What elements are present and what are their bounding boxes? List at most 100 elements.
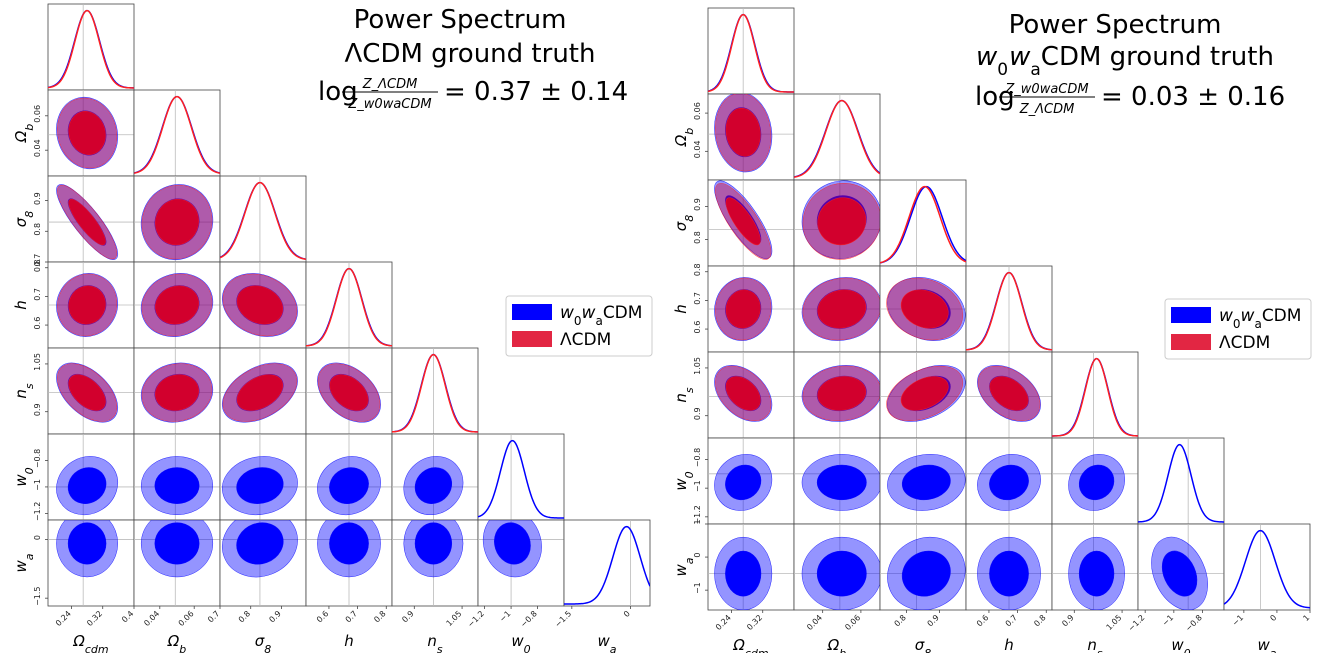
y-axis-label-wa: wa [672,557,696,576]
label-main: n [1087,636,1097,653]
panel-content [478,520,564,606]
y-axis-label-ns: ns [672,387,696,403]
x-tick-label: 0.8 [1032,613,1047,628]
label-main: σ [12,217,30,227]
evidence-denominator: Z_ΛCDM [1019,102,1075,117]
panel-wa-wa: −1 0 1 wa [1223,523,1311,653]
x-tick-label: 0.06 [177,609,196,628]
panel-content [306,348,392,434]
contour-68-w0wacdm [725,550,762,597]
panel-content [1052,438,1138,524]
x-tick-label: 0.4 [120,609,135,624]
panel-s8-Ob [133,175,221,263]
panel-s8-Ocdm: 0.7 0.8 0.9 σ8 [12,175,135,267]
contour-68-lcdm [155,198,199,246]
marginal-curve-lcdm [48,9,134,89]
panel-Ocdm-Ocdm [47,3,135,91]
panel-content [134,90,220,176]
leg-a: a [1254,317,1261,331]
y-axis-label-ns: ns [12,383,36,399]
panel-content [48,434,134,520]
panel-frame [1137,437,1225,525]
label-main: w [597,632,610,650]
label-sub: s [1097,647,1103,653]
label-sub: a [23,553,36,560]
y-tick-label: −1 [693,582,702,594]
panel-frame [477,433,565,521]
y-tick-label: 0.9 [33,403,42,416]
x-axis-label-wa: wa [597,632,616,653]
y-axis-label-wa: wa [12,553,36,572]
panel-frame [47,3,135,91]
x-tick-label: −0.8 [519,609,539,629]
contour-68-w0wacdm [154,467,200,504]
panel-content [220,348,306,434]
x-tick-label: 0.24 [54,609,73,628]
corner-plot-2: 0.040.06Ωb0.80.9σ80.60.70.8h0.91.05ns−1.… [672,7,1312,653]
x-axis-label-h: h [1004,636,1014,653]
y-axis-label-s8: σ8 [672,215,696,232]
panel-content [478,434,564,520]
panel-h-h [305,261,393,349]
contour-68-lcdm [329,374,369,411]
panel-h-s8 [879,265,967,353]
panel-w0-h [305,433,393,521]
x-axis-label-w0: w0 [1171,636,1190,653]
label-main: w [672,478,690,491]
panel-content [134,434,220,520]
y-tick-label: 0.7 [33,254,42,267]
panel-content [220,434,306,520]
x-tick-label: 0.6 [975,613,990,628]
y-tick-label: 1.05 [693,357,702,375]
y-axis-label-h: h [12,300,30,310]
leg-rest: CDM [603,303,643,323]
panel-frame [879,179,967,267]
leg-0: 0 [574,314,582,328]
x-axis-label-s8: σ8 [255,632,272,653]
panel-w0-ns [1051,437,1139,525]
label-main: Ω [12,130,30,143]
panel-content [48,262,134,348]
x-tick-label: 0.9 [926,613,941,628]
panel-content [708,94,794,180]
panel-w0-Ocdm: −1.2 −1 −0.8w0 [12,433,135,521]
contour-68-w0wacdm [989,550,1029,597]
panel-w0-w0 [477,433,565,521]
label-main: σ [255,632,265,650]
panel-content [794,94,880,180]
leg-rest: CDM [1262,306,1302,326]
contour-68-w0wacdm [67,522,107,565]
label-sub: a [683,557,696,564]
y-tick-label: 0.7 [33,288,42,301]
panel-content [794,438,880,524]
marginal-curve-lcdm [880,185,966,264]
label-sub: b [179,643,186,653]
panel-content [564,520,650,606]
evidence-denominator: Z_w0waCDM [347,97,431,112]
x-tick-label: 0.7 [344,609,359,624]
label-sub: b [23,124,36,131]
label-main: w [12,560,30,573]
label-sub: 0 [683,471,696,478]
panel-content [708,438,794,524]
y-axis-label-w0: w0 [672,471,696,490]
y-tick-label: −1.2 [33,502,42,521]
leg-0: 0 [1233,317,1241,331]
y-tick-label: 1 [693,519,702,524]
y-axis-label-s8: σ8 [12,211,36,228]
y-tick-label: 0.04 [33,139,42,157]
label-main: h [344,632,354,650]
y-tick-label: 0.7 [693,292,702,305]
contour-68-w0wacdm [414,467,453,504]
legend-label-lcdm: ΛCDM [560,330,611,350]
contour-68-lcdm [725,289,761,329]
marginal-curve-lcdm [306,267,392,347]
label-main: σ [672,221,690,231]
panel-w0-ns [391,433,479,521]
panel-content [134,348,220,434]
panel-wa-Ocdm: −1.5 0 wa 0.24 0.32 0.4 Ωcdm [12,519,135,653]
x-tick-label: −1 [1231,613,1246,628]
label-sub: cdm [85,643,109,653]
x-axis-label-ns: ns [1087,636,1103,653]
